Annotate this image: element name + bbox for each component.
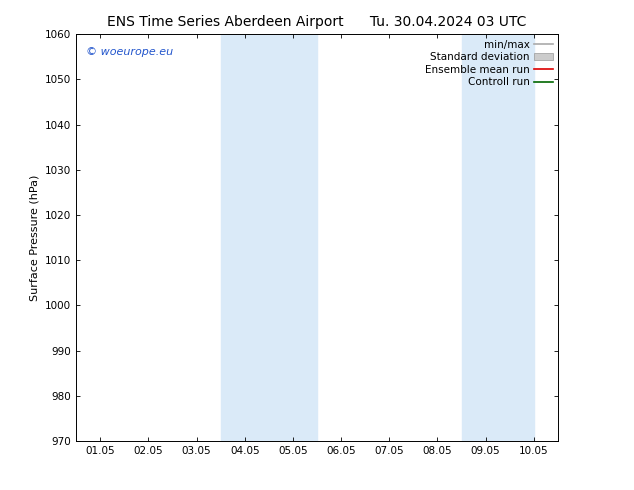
Text: ENS Time Series Aberdeen Airport      Tu. 30.04.2024 03 UTC: ENS Time Series Aberdeen Airport Tu. 30.… bbox=[107, 15, 527, 29]
Bar bbox=[462, 34, 534, 441]
Bar bbox=[221, 34, 317, 441]
Text: © woeurope.eu: © woeurope.eu bbox=[86, 47, 173, 56]
Y-axis label: Surface Pressure (hPa): Surface Pressure (hPa) bbox=[29, 174, 39, 301]
Legend: min/max, Standard deviation, Ensemble mean run, Controll run: min/max, Standard deviation, Ensemble me… bbox=[423, 37, 555, 89]
